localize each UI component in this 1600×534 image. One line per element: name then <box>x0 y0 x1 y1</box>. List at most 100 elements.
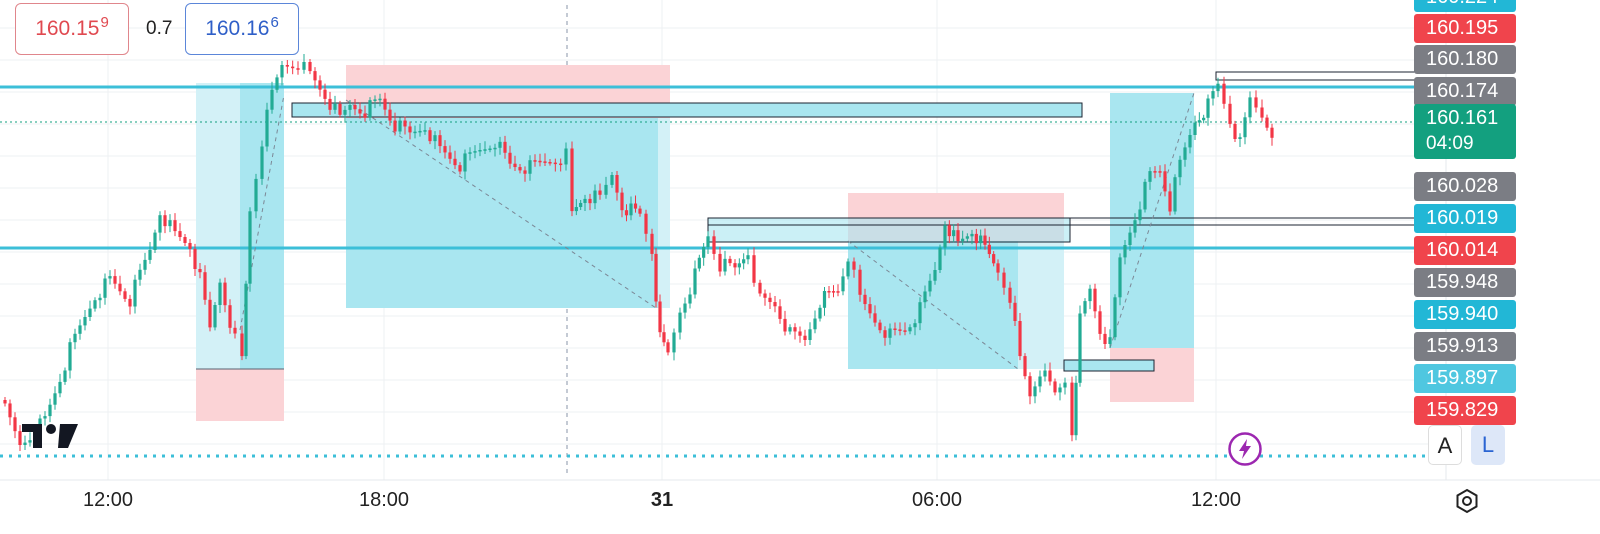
candle-body <box>858 269 862 295</box>
price-label: 160.014 <box>1414 236 1516 265</box>
log-scale-button[interactable]: L <box>1471 425 1505 465</box>
candle-body <box>712 236 716 254</box>
candle-body <box>53 393 57 405</box>
candle-body <box>961 238 965 242</box>
candle-body <box>620 192 624 211</box>
bid-price-box[interactable]: 160.15 9 <box>15 3 129 55</box>
candle-body <box>1108 337 1112 344</box>
candle-body <box>1265 117 1269 128</box>
candle-body <box>1038 376 1042 387</box>
candle-body <box>678 312 682 333</box>
candle-body <box>1163 171 1167 192</box>
candle-body <box>203 272 207 300</box>
candle-body <box>343 109 347 115</box>
candle-body <box>1254 97 1258 108</box>
candle-body <box>633 203 638 209</box>
candle-body <box>1013 302 1017 321</box>
candle-body <box>183 237 187 243</box>
candle-body <box>373 99 377 101</box>
candle-body <box>644 213 648 234</box>
time-label: 18:00 <box>358 489 410 511</box>
candle-body <box>742 259 746 264</box>
ask-price-pip: 6 <box>270 13 279 31</box>
candle-body <box>103 278 107 298</box>
candle-body <box>78 325 82 334</box>
candle-body <box>893 328 897 330</box>
candle-body <box>706 236 710 248</box>
candle-body <box>733 263 737 268</box>
auto-scale-button[interactable]: A <box>1428 425 1462 465</box>
candle-body <box>1138 209 1142 221</box>
candle-body <box>518 167 522 171</box>
price-label: 159.940 <box>1414 300 1516 329</box>
candle-body <box>23 442 27 445</box>
candle-body <box>1228 103 1232 124</box>
settings-gear-icon[interactable] <box>1454 488 1480 514</box>
candle-body <box>965 236 969 239</box>
candle-body <box>1128 232 1132 245</box>
candle-body <box>98 297 102 301</box>
candle-body <box>1008 287 1012 303</box>
candle-body <box>218 282 222 305</box>
ask-price-box[interactable]: 160.16 6 <box>185 3 299 55</box>
candle-body <box>488 148 492 151</box>
candle-body <box>693 268 697 295</box>
candle-body <box>233 327 237 334</box>
candle-body <box>458 165 462 172</box>
candle-body <box>629 203 633 216</box>
candle-body <box>863 294 867 305</box>
price-label: 159.829 <box>1414 396 1516 425</box>
candle-body <box>723 258 727 272</box>
candle-body <box>358 109 362 114</box>
candle-body <box>1123 245 1127 258</box>
time-label: 06:00 <box>911 489 963 511</box>
candle-body <box>1143 181 1147 210</box>
candle-body <box>1248 97 1252 118</box>
candle-body <box>313 71 317 81</box>
candle-body <box>903 330 907 332</box>
tradingview-logo-icon <box>22 424 78 448</box>
candle-body <box>1078 313 1082 383</box>
candle-body <box>588 198 592 204</box>
candle-body <box>1074 382 1078 436</box>
candle-body <box>291 66 295 69</box>
candle-body <box>1158 171 1162 173</box>
candle-body <box>428 130 432 142</box>
candle-body <box>974 233 978 244</box>
price-label: 160.174 <box>1414 77 1516 106</box>
candle-body <box>353 105 357 110</box>
candle-body <box>559 163 563 166</box>
time-label: 12:00 <box>82 489 134 511</box>
candle-body <box>952 230 956 237</box>
candle-body <box>168 220 172 227</box>
candle-body <box>898 329 902 331</box>
candle-body <box>363 113 367 118</box>
lightning-icon[interactable] <box>1228 432 1262 466</box>
candle-body <box>943 225 947 248</box>
candle-body <box>383 98 387 110</box>
candle-body <box>413 131 417 134</box>
trend-guides <box>239 92 1195 370</box>
candle-body <box>956 230 960 242</box>
candle-body <box>763 293 767 298</box>
candle-body <box>773 302 777 307</box>
candle-body <box>513 163 517 168</box>
candle-body <box>788 327 792 332</box>
candle-body <box>28 440 32 443</box>
candle-body <box>913 323 917 328</box>
candle-body <box>822 291 827 308</box>
candle-body <box>1002 272 1006 288</box>
candle-body <box>1028 376 1032 397</box>
candle-body <box>178 231 182 238</box>
candle-body <box>388 109 392 121</box>
candle-body <box>1173 177 1177 212</box>
candle-body <box>610 175 614 185</box>
candle-countdown: 04:09 <box>1426 133 1474 154</box>
candle-body <box>831 291 836 293</box>
candle-body <box>813 318 817 330</box>
candle-body <box>666 342 670 353</box>
candle-body <box>598 190 602 195</box>
candle-body <box>260 146 264 179</box>
candle-body <box>650 233 654 254</box>
